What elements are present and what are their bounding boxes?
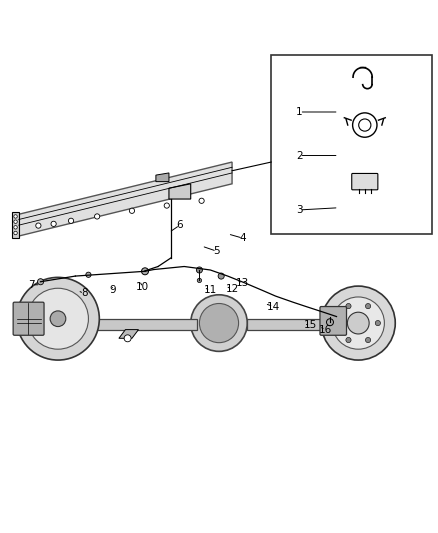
Circle shape [365, 303, 371, 309]
Circle shape [36, 223, 41, 228]
Circle shape [321, 286, 395, 360]
Circle shape [124, 335, 131, 342]
Polygon shape [119, 329, 138, 338]
Circle shape [346, 337, 351, 343]
Circle shape [347, 312, 369, 334]
Circle shape [17, 277, 99, 360]
Text: 14: 14 [267, 302, 280, 312]
Circle shape [365, 337, 371, 343]
Polygon shape [169, 184, 191, 199]
Text: 13: 13 [237, 278, 250, 288]
Text: 6: 6 [177, 220, 183, 230]
Circle shape [14, 220, 17, 223]
Circle shape [86, 272, 91, 277]
Text: 5: 5 [213, 246, 220, 256]
Circle shape [129, 208, 134, 213]
Text: 9: 9 [109, 286, 116, 295]
Polygon shape [156, 173, 169, 182]
Circle shape [326, 319, 333, 326]
Text: 2: 2 [296, 150, 303, 160]
Text: 7: 7 [28, 280, 35, 290]
Circle shape [375, 320, 381, 326]
Circle shape [38, 279, 44, 285]
Circle shape [14, 225, 17, 229]
Bar [247, 319, 347, 329]
Circle shape [68, 218, 74, 223]
Text: 4: 4 [240, 233, 246, 243]
Circle shape [199, 198, 204, 204]
Bar [67, 319, 197, 329]
Text: 15: 15 [304, 320, 317, 330]
Circle shape [191, 295, 247, 351]
Circle shape [51, 221, 56, 227]
Text: 3: 3 [296, 205, 303, 215]
FancyBboxPatch shape [352, 173, 378, 190]
Circle shape [14, 215, 17, 218]
Circle shape [196, 267, 202, 273]
Circle shape [332, 297, 385, 349]
Text: 8: 8 [81, 288, 88, 298]
Text: 10: 10 [136, 282, 149, 293]
Polygon shape [19, 162, 232, 236]
Circle shape [346, 303, 351, 309]
Circle shape [336, 320, 341, 326]
Text: 1: 1 [296, 107, 303, 117]
FancyBboxPatch shape [13, 302, 44, 335]
Circle shape [218, 273, 224, 279]
Bar [271, 55, 432, 234]
Text: 11: 11 [204, 286, 217, 295]
Text: 16: 16 [319, 325, 332, 335]
Circle shape [95, 214, 100, 219]
Circle shape [164, 203, 170, 208]
Circle shape [28, 288, 88, 349]
Circle shape [199, 303, 239, 343]
Circle shape [197, 278, 201, 282]
Polygon shape [12, 212, 19, 238]
FancyBboxPatch shape [320, 306, 346, 335]
Circle shape [50, 311, 66, 327]
Text: 12: 12 [226, 284, 239, 294]
Circle shape [14, 231, 17, 235]
Circle shape [141, 268, 148, 275]
